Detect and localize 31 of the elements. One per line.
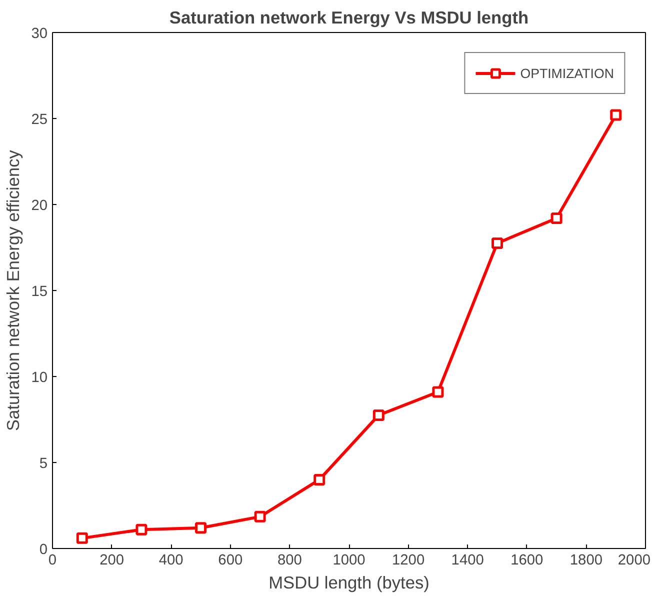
- x-tick-label: 1600: [510, 552, 544, 568]
- point: [76, 532, 88, 544]
- point: [492, 237, 503, 249]
- point: [314, 474, 326, 486]
- x-tick-label: 2000: [618, 552, 651, 568]
- legend-label: OPTIMIZATION: [520, 66, 614, 80]
- y-tick-label: 25: [31, 112, 48, 128]
- chart-title: Saturation network Energy Vs MSDU length: [169, 8, 529, 28]
- point: [136, 524, 148, 536]
- x-tick-label: 1800: [570, 552, 603, 568]
- y-tick-label: 0: [39, 542, 48, 558]
- point: [610, 109, 622, 121]
- x-tick-label: 600: [218, 552, 243, 568]
- y-tick-label: 15: [31, 284, 48, 300]
- y-tick-label: 10: [31, 370, 48, 386]
- point: [550, 212, 562, 224]
- x-tick-label: 400: [158, 552, 184, 568]
- y-tick-label: 5: [39, 456, 48, 472]
- x-tick-label: 1400: [451, 552, 484, 568]
- y-tick-label: 30: [31, 26, 48, 42]
- x-tick-label: 200: [100, 552, 124, 568]
- x-tick-label: 1000: [332, 552, 366, 568]
- x-tick-label: 800: [277, 552, 302, 568]
- x-axis-title: MSDU length (bytes): [268, 572, 430, 592]
- point: [195, 522, 206, 534]
- x-tick-label: 1200: [392, 552, 425, 568]
- y-axis-title: Saturation network Energy efficiency: [3, 150, 24, 431]
- point: [432, 386, 444, 398]
- y-tick-label: 20: [31, 198, 48, 214]
- point: [372, 409, 384, 421]
- point: [254, 510, 266, 522]
